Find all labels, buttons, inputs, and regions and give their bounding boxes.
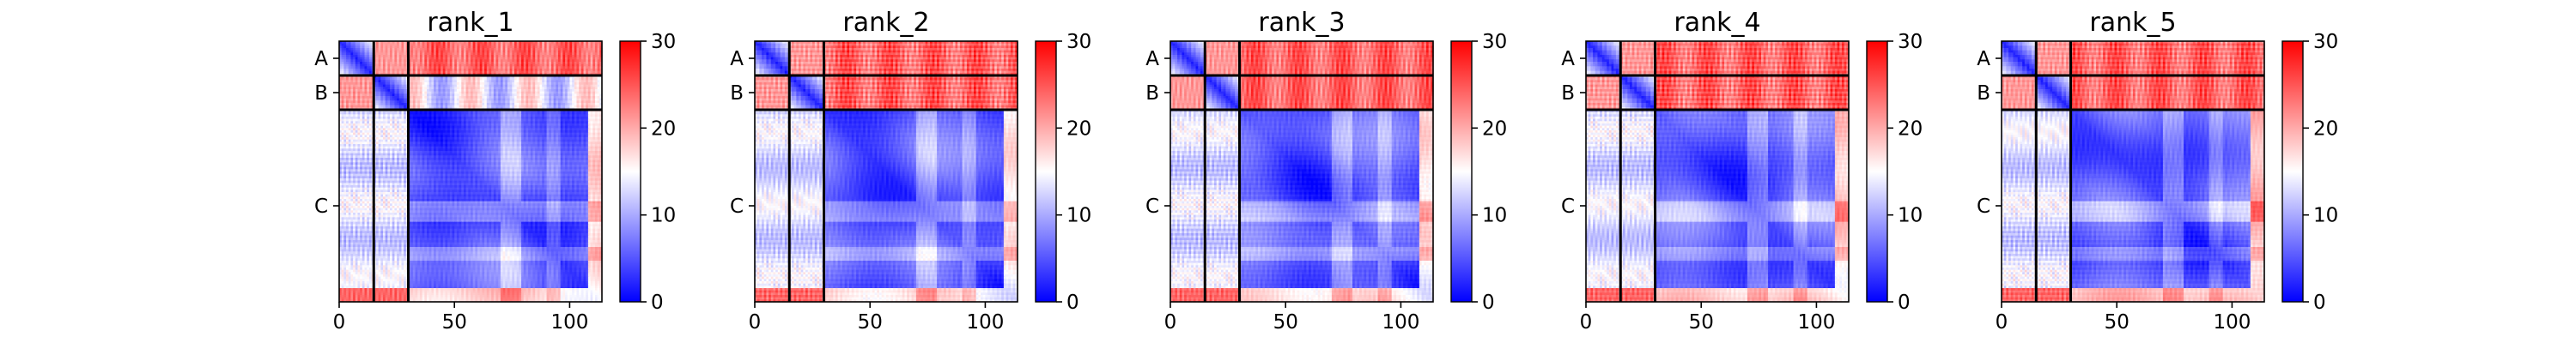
x-tick-label: 100: [2213, 311, 2251, 334]
panel-5: rank_5 0 50 100 AB C 0 10 20 30: [1977, 8, 2338, 334]
colorbar-tick-label: 30: [651, 31, 676, 53]
colorbar-tick-label: 20: [1066, 117, 1091, 140]
panel-title: rank_1: [427, 8, 513, 38]
colorbar-tick-label: 10: [1066, 205, 1091, 227]
heatmap-5: [2002, 41, 2265, 303]
x-tick-label: 0: [1996, 311, 2008, 334]
colorbar-tick-label: 30: [1898, 31, 1923, 53]
colorbar-tick-label: 10: [651, 205, 676, 227]
heatmap-1: [339, 41, 603, 303]
colorbar-tick-label: 0: [1482, 292, 1495, 314]
chain-label: C: [314, 196, 328, 218]
colorbar-tick-label: 10: [1898, 205, 1923, 227]
panel-2: rank_2 0 50 100 AB C 0 10 20 30: [730, 8, 1091, 334]
chain-label: C: [1145, 196, 1159, 218]
x-tick-label: 0: [1580, 311, 1593, 334]
x-tick-label: 100: [1797, 311, 1835, 334]
heatmap-3: [1170, 41, 1434, 303]
chain-label: A: [1977, 48, 1990, 70]
chain-label: B: [1145, 82, 1159, 105]
chain-label: A: [1561, 48, 1575, 70]
chain-label: C: [730, 196, 744, 218]
panel-3: rank_3 0 50 100 AB C 0 10 20 30: [1145, 8, 1507, 334]
panel-1: rank_1 0 50 100 AB C 0 10 20 30: [314, 8, 676, 334]
colorbar: [620, 41, 641, 302]
chain-label: A: [314, 48, 328, 70]
x-tick-label: 0: [749, 311, 762, 334]
x-tick-label: 100: [966, 311, 1004, 334]
colorbar: [1036, 41, 1056, 302]
panel-title: rank_5: [2089, 8, 2176, 38]
panel-title: rank_2: [842, 8, 929, 38]
chain-label: B: [730, 82, 744, 105]
x-tick-label: 50: [442, 311, 467, 334]
colorbar-tick-label: 30: [1482, 31, 1507, 53]
heatmap-4: [1586, 41, 1850, 303]
colorbar-tick-label: 0: [1066, 292, 1079, 314]
x-tick-label: 100: [1382, 311, 1419, 334]
colorbar-tick-label: 30: [1066, 31, 1091, 53]
chain-label: C: [1977, 196, 1990, 218]
colorbar-tick-label: 0: [1898, 292, 1911, 314]
colorbar-tick-label: 30: [2313, 31, 2338, 53]
colorbar-tick-label: 20: [1482, 117, 1507, 140]
heatmap-2: [755, 41, 1018, 303]
colorbar-tick-label: 0: [651, 292, 664, 314]
chain-label: A: [1145, 48, 1159, 70]
colorbar-tick-label: 10: [2313, 205, 2338, 227]
x-tick-label: 0: [333, 311, 346, 334]
colorbar: [1867, 41, 1887, 302]
x-tick-label: 0: [1164, 311, 1177, 334]
x-tick-label: 50: [858, 311, 883, 334]
chain-label: C: [1561, 196, 1575, 218]
colorbar-tick-label: 0: [2313, 292, 2326, 314]
chain-label: B: [1561, 82, 1575, 105]
panel-title: rank_3: [1258, 8, 1345, 38]
chain-label: B: [314, 82, 328, 105]
colorbar: [1451, 41, 1472, 302]
colorbar-tick-label: 10: [1482, 205, 1507, 227]
x-tick-label: 50: [1689, 311, 1714, 334]
colorbar-tick-label: 20: [1898, 117, 1923, 140]
chain-label: B: [1977, 82, 1990, 105]
colorbar: [2282, 41, 2303, 302]
colorbar-tick-label: 20: [2313, 117, 2338, 140]
panel-4: rank_4 0 50 100 AB C 0 10 20 30: [1561, 8, 1923, 334]
panel-title: rank_4: [1674, 8, 1760, 38]
chain-label: A: [730, 48, 744, 70]
colorbar-tick-label: 20: [651, 117, 676, 140]
x-tick-label: 100: [550, 311, 588, 334]
x-tick-label: 50: [1273, 311, 1298, 334]
x-tick-label: 50: [2105, 311, 2129, 334]
